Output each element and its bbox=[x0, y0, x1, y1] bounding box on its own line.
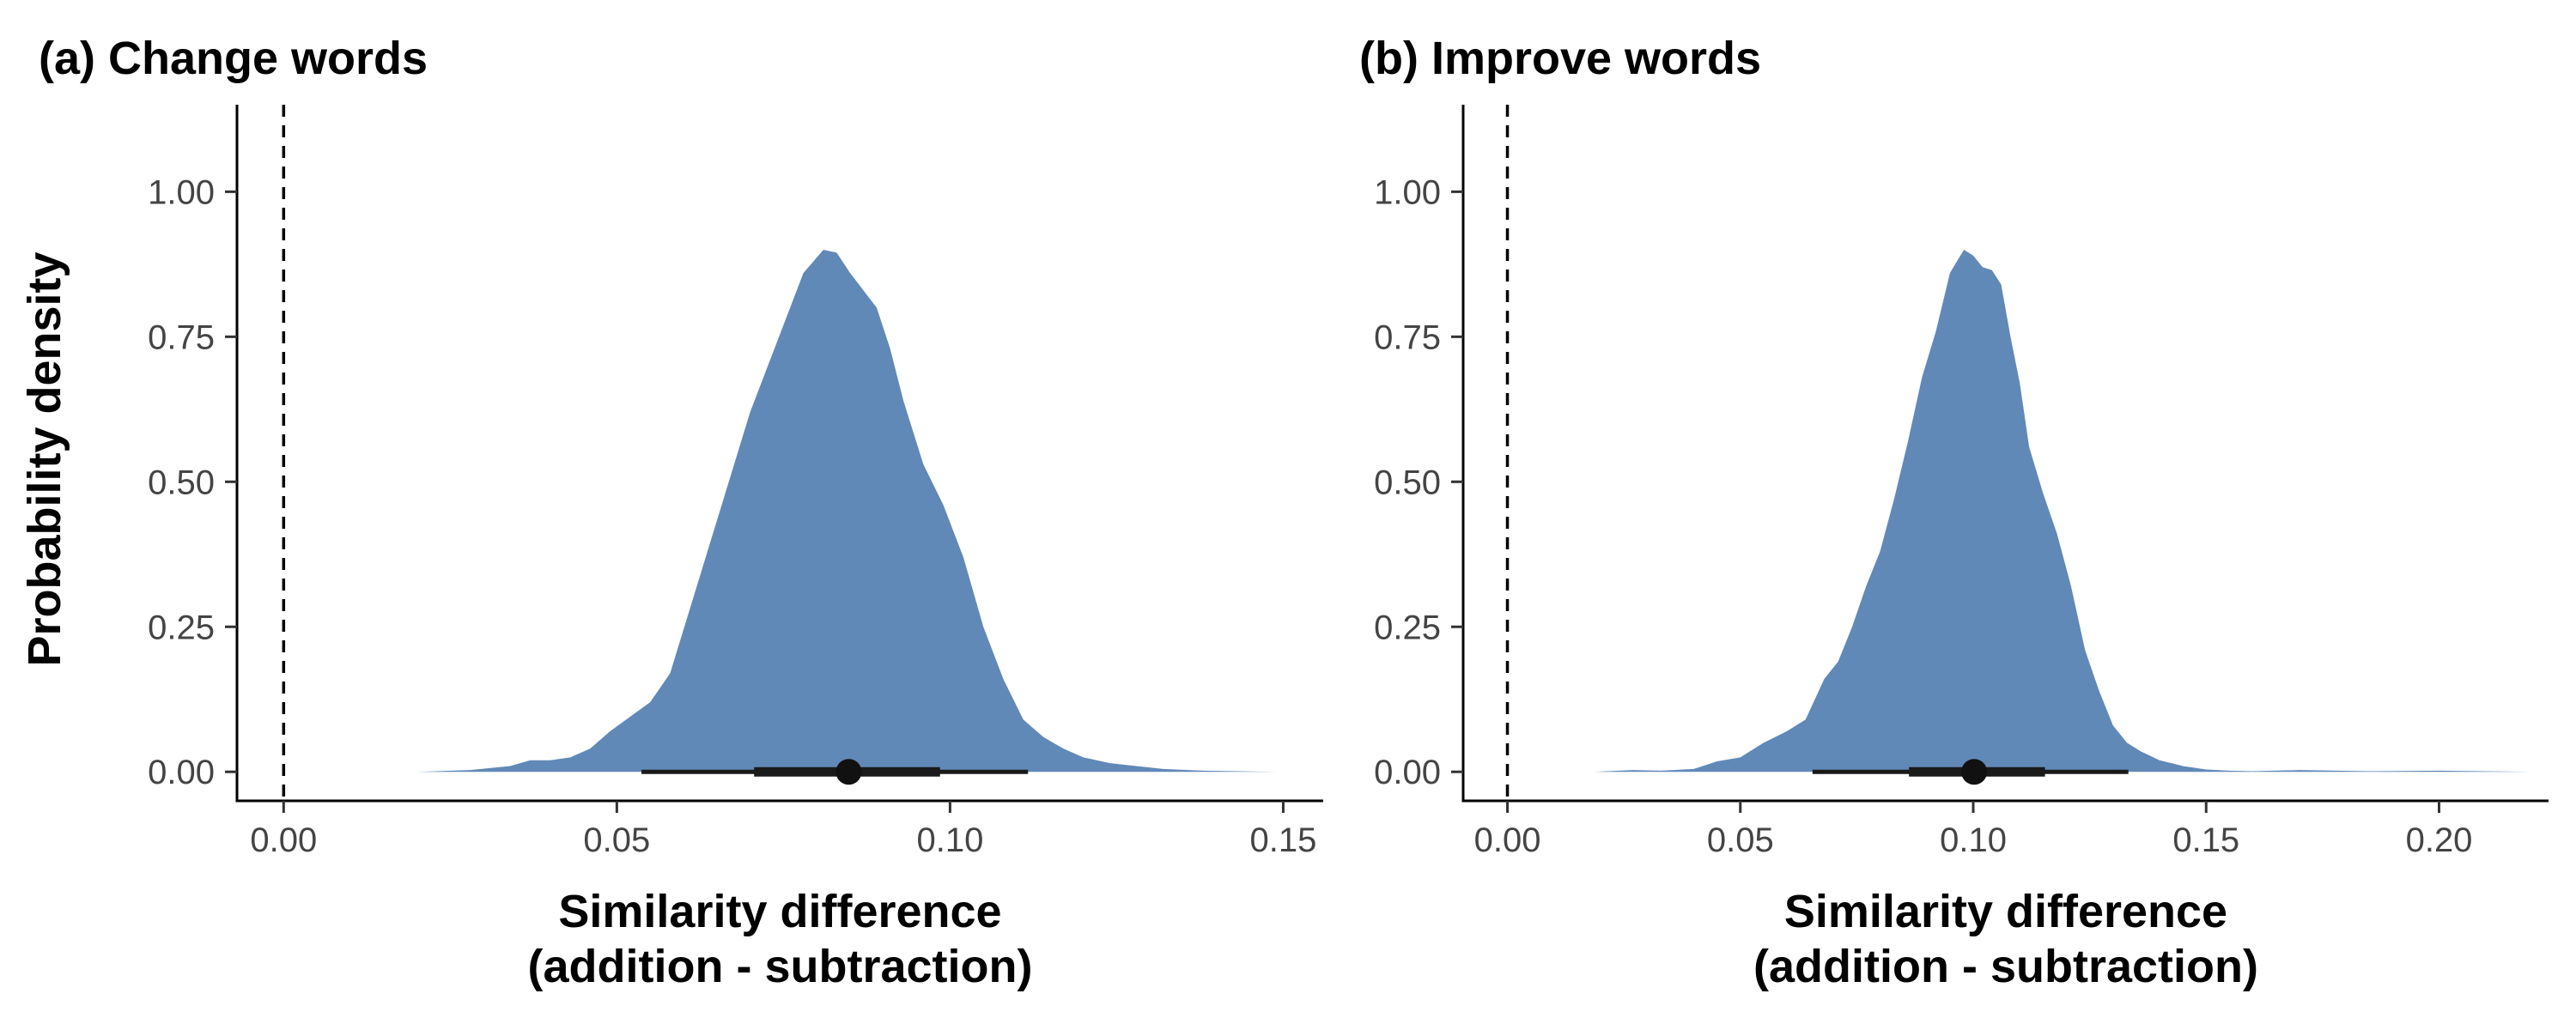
y-tick-label: 0.00 bbox=[148, 754, 215, 791]
x-tick-label: 0.10 bbox=[1940, 821, 2007, 859]
x-tick-label: 0.10 bbox=[916, 821, 983, 859]
y-tick-label: 1.00 bbox=[1374, 173, 1441, 211]
point-estimate bbox=[1961, 759, 1988, 785]
y-tick-label: 0.25 bbox=[148, 609, 215, 646]
x-tick-label: 0.05 bbox=[1707, 821, 1774, 859]
point-estimate bbox=[835, 759, 862, 785]
y-tick-label: 0.00 bbox=[1374, 754, 1441, 791]
x-tick-label: 0.15 bbox=[1250, 821, 1317, 859]
y-tick-label: 0.50 bbox=[148, 464, 215, 501]
panel-a: (a) Change words 0.00 0.25 0.50 0.75 1.00 0.00… bbox=[39, 33, 1323, 992]
y-tick-label: 0.75 bbox=[1374, 318, 1441, 356]
panel-b: (b) Improve words 0.00 0.25 0.50 0.75 1.00 0.0… bbox=[1359, 33, 2549, 992]
x-axis-title: (addition - subtraction) bbox=[528, 941, 1033, 992]
panel-title: (b) Improve words bbox=[1359, 33, 1761, 84]
x-tick-label: 0.15 bbox=[2172, 821, 2239, 859]
y-tick-label: 1.00 bbox=[148, 173, 215, 211]
x-axis-title: Similarity difference bbox=[1784, 886, 2227, 937]
density-area bbox=[1593, 249, 2533, 772]
x-tick-label: 0.05 bbox=[583, 821, 650, 859]
y-tick-label: 0.25 bbox=[1374, 609, 1441, 646]
y-tick-label: 0.50 bbox=[1374, 464, 1441, 501]
x-tick-label: 0.00 bbox=[250, 821, 317, 859]
panel-title: (a) Change words bbox=[39, 33, 428, 84]
y-axis-title: Probability density bbox=[19, 251, 70, 666]
x-tick-label: 0.00 bbox=[1474, 821, 1541, 859]
density-area bbox=[374, 249, 1277, 772]
x-axis-title: (addition - subtraction) bbox=[1753, 941, 2258, 992]
y-tick-label: 0.75 bbox=[148, 318, 215, 356]
x-tick-label: 0.20 bbox=[2406, 821, 2473, 859]
x-axis-title: Similarity difference bbox=[558, 886, 1001, 937]
